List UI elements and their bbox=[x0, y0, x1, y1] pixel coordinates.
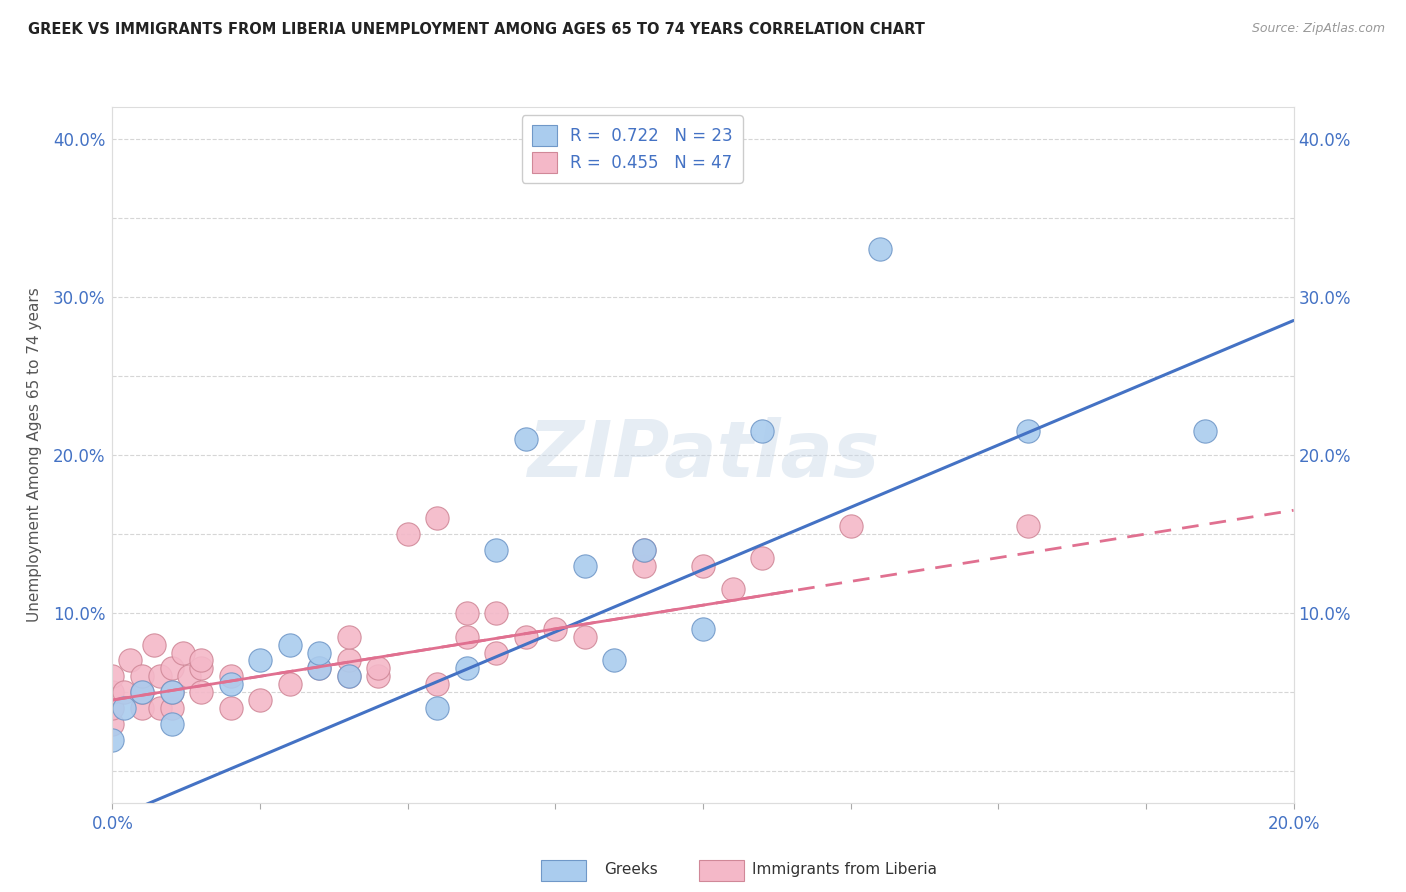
Point bbox=[160, 685, 183, 699]
Point bbox=[101, 669, 124, 683]
Point bbox=[160, 701, 183, 715]
Point bbox=[101, 685, 124, 699]
Point bbox=[131, 669, 153, 683]
Point bbox=[101, 716, 124, 731]
Point bbox=[101, 701, 124, 715]
Point bbox=[485, 542, 508, 557]
Point bbox=[172, 646, 194, 660]
Point bbox=[308, 646, 330, 660]
Point bbox=[426, 677, 449, 691]
Point bbox=[337, 653, 360, 667]
Point bbox=[1017, 424, 1039, 438]
Point bbox=[249, 693, 271, 707]
Point bbox=[1194, 424, 1216, 438]
Point bbox=[120, 653, 142, 667]
Point bbox=[101, 732, 124, 747]
Point bbox=[751, 424, 773, 438]
Point bbox=[337, 630, 360, 644]
Point bbox=[249, 653, 271, 667]
Y-axis label: Unemployment Among Ages 65 to 74 years: Unemployment Among Ages 65 to 74 years bbox=[27, 287, 42, 623]
Point bbox=[160, 661, 183, 675]
Point bbox=[544, 622, 567, 636]
Point bbox=[142, 638, 165, 652]
Text: Greeks: Greeks bbox=[605, 863, 658, 877]
Text: ZIPatlas: ZIPatlas bbox=[527, 417, 879, 493]
Point bbox=[190, 661, 212, 675]
Point bbox=[869, 243, 891, 257]
Point bbox=[308, 661, 330, 675]
Point bbox=[456, 630, 478, 644]
Point bbox=[179, 669, 201, 683]
Point bbox=[219, 677, 242, 691]
Point bbox=[149, 701, 172, 715]
Point bbox=[633, 542, 655, 557]
Point bbox=[160, 716, 183, 731]
Point bbox=[337, 669, 360, 683]
Point bbox=[337, 669, 360, 683]
Text: Source: ZipAtlas.com: Source: ZipAtlas.com bbox=[1251, 22, 1385, 36]
Point bbox=[515, 630, 537, 644]
Point bbox=[367, 669, 389, 683]
Point bbox=[751, 550, 773, 565]
Point bbox=[485, 606, 508, 620]
Point bbox=[308, 661, 330, 675]
Point bbox=[633, 542, 655, 557]
Point bbox=[278, 677, 301, 691]
Point bbox=[485, 646, 508, 660]
Point bbox=[190, 685, 212, 699]
Point bbox=[692, 558, 714, 573]
Point bbox=[1017, 519, 1039, 533]
Point bbox=[160, 685, 183, 699]
Text: Immigrants from Liberia: Immigrants from Liberia bbox=[752, 863, 938, 877]
Point bbox=[131, 685, 153, 699]
Point bbox=[367, 661, 389, 675]
Point bbox=[112, 685, 135, 699]
Point bbox=[219, 669, 242, 683]
Point bbox=[721, 582, 744, 597]
Point bbox=[426, 511, 449, 525]
Point bbox=[839, 519, 862, 533]
Point bbox=[574, 558, 596, 573]
Point bbox=[219, 701, 242, 715]
Point bbox=[131, 701, 153, 715]
Point bbox=[131, 685, 153, 699]
Point bbox=[396, 527, 419, 541]
Point bbox=[112, 701, 135, 715]
Point bbox=[574, 630, 596, 644]
Point bbox=[692, 622, 714, 636]
Point bbox=[603, 653, 626, 667]
Legend: R =  0.722   N = 23, R =  0.455   N = 47: R = 0.722 N = 23, R = 0.455 N = 47 bbox=[522, 115, 742, 183]
Text: GREEK VS IMMIGRANTS FROM LIBERIA UNEMPLOYMENT AMONG AGES 65 TO 74 YEARS CORRELAT: GREEK VS IMMIGRANTS FROM LIBERIA UNEMPLO… bbox=[28, 22, 925, 37]
Point bbox=[456, 661, 478, 675]
Point bbox=[426, 701, 449, 715]
Point bbox=[456, 606, 478, 620]
Point bbox=[149, 669, 172, 683]
Point bbox=[190, 653, 212, 667]
Point bbox=[633, 558, 655, 573]
Point bbox=[515, 432, 537, 446]
Point bbox=[278, 638, 301, 652]
